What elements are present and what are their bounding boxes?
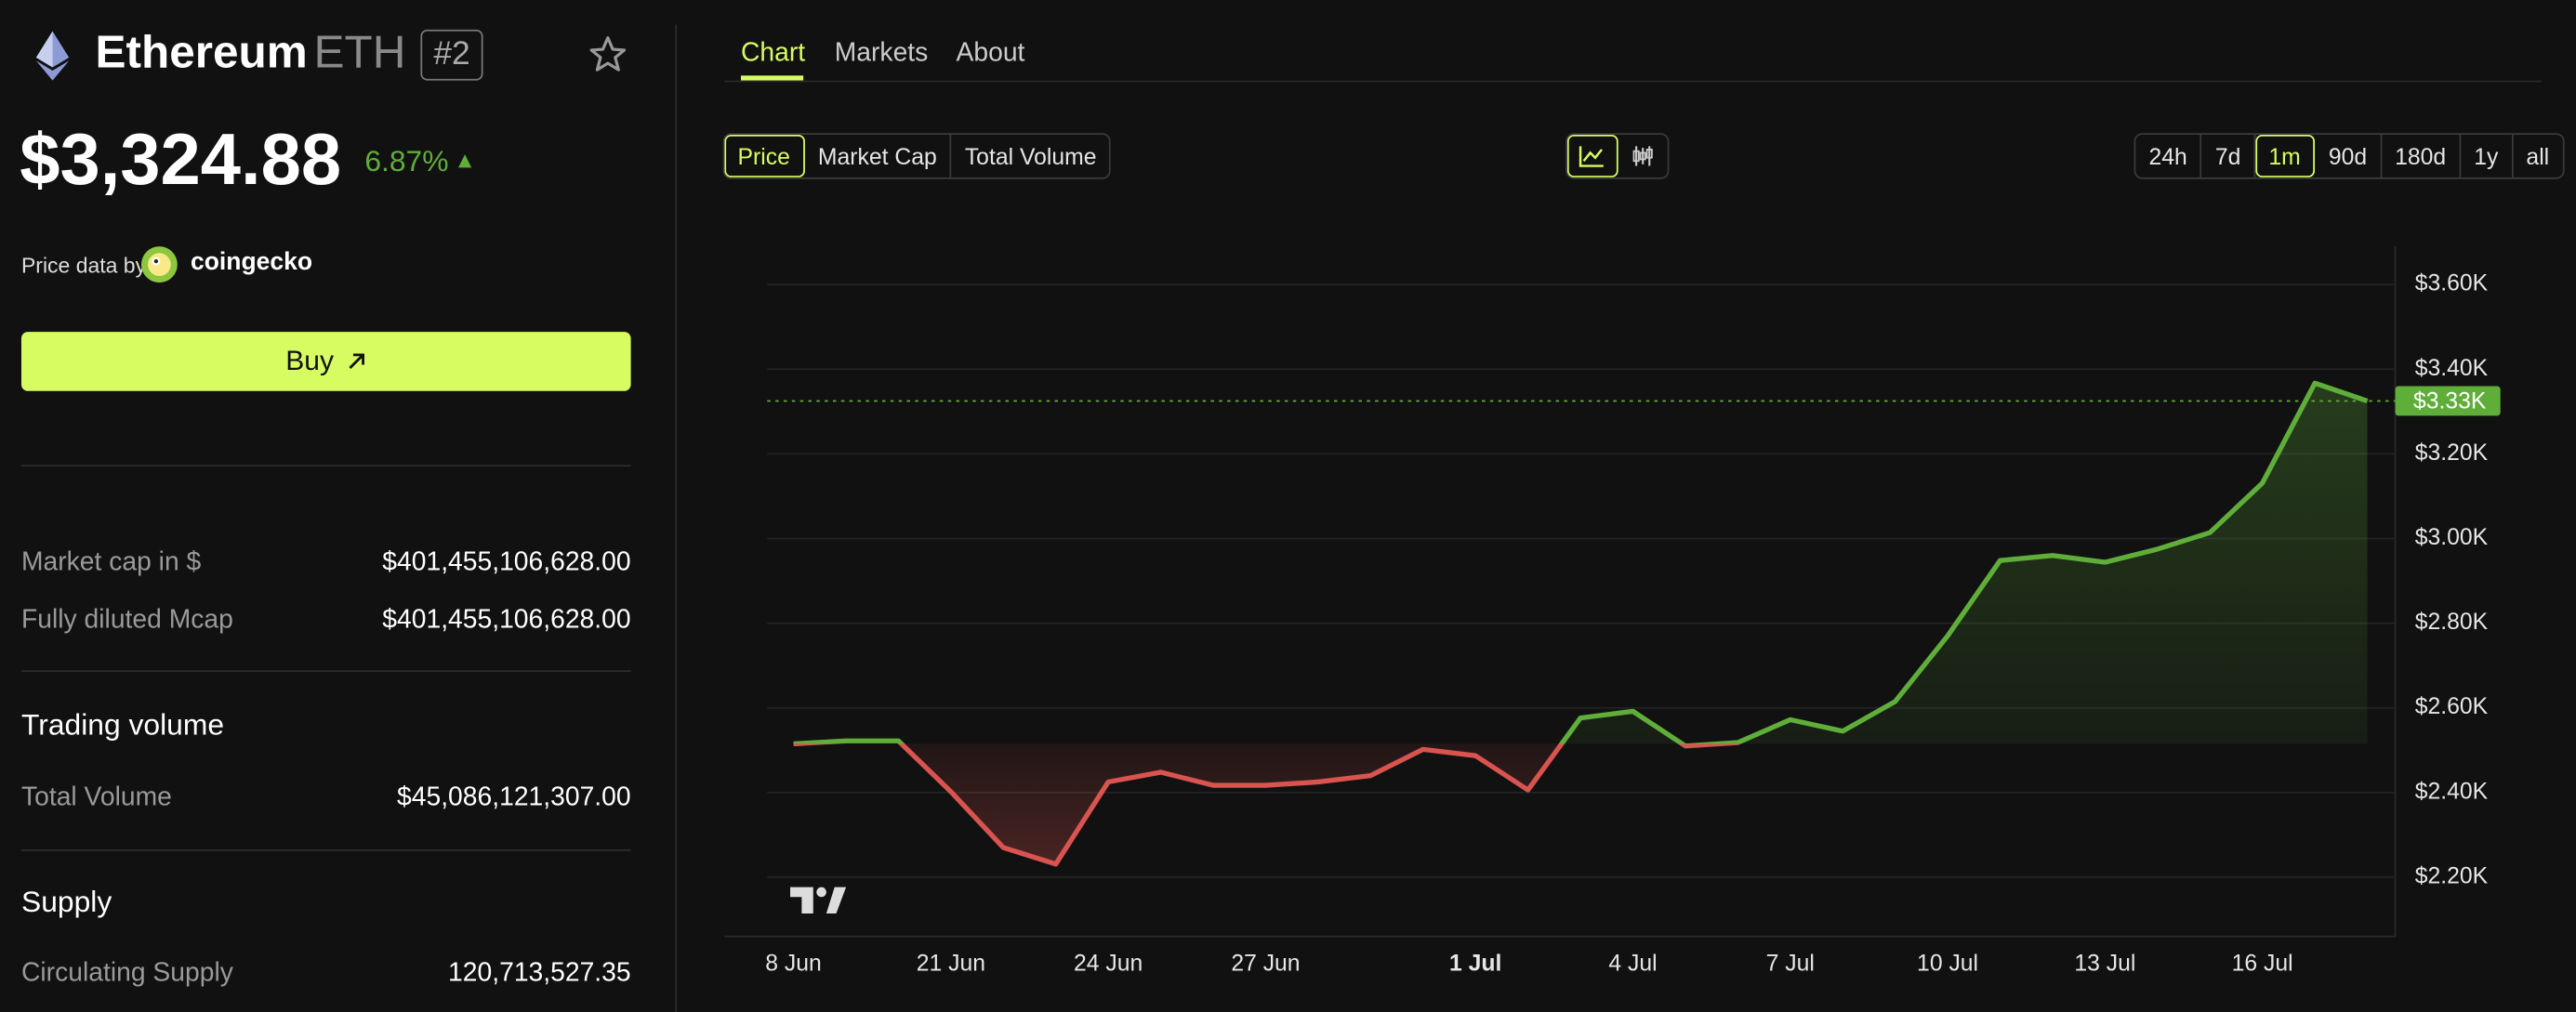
coingecko-logo xyxy=(140,246,178,283)
metric-button[interactable]: Price xyxy=(724,134,805,177)
x-tick-label: 13 Jul xyxy=(2074,951,2135,976)
stat-value: 120,713,527.35 xyxy=(448,959,631,988)
tab[interactable]: Chart xyxy=(741,39,806,68)
stat-value: $401,455,106,628.00 xyxy=(382,606,631,635)
range-button[interactable]: 180d xyxy=(2382,134,2462,177)
range-button[interactable]: 24h xyxy=(2135,134,2202,177)
section-title: Supply xyxy=(20,885,112,919)
separator xyxy=(20,849,631,851)
x-tick-label: 4 Jul xyxy=(1608,951,1657,976)
last-price-label: $3.33K xyxy=(2413,389,2487,414)
buy-label: Buy xyxy=(285,345,334,376)
y-tick-label: $3.00K xyxy=(2415,525,2489,550)
stat-label: Fully diluted Mcap xyxy=(20,606,233,635)
x-tick-label: 10 Jul xyxy=(1917,951,1978,976)
candle-chart-button[interactable] xyxy=(1618,135,1668,177)
range-button[interactable]: all xyxy=(2526,142,2550,170)
x-tick-label: 1 Jul xyxy=(1449,951,1501,976)
y-tick-label: $3.60K xyxy=(2415,271,2489,296)
tab[interactable]: Markets xyxy=(834,39,929,68)
area xyxy=(793,383,2368,864)
range-button[interactable]: 7d xyxy=(2202,134,2256,177)
stat-label: Market cap in $ xyxy=(20,548,202,577)
last-price-tag xyxy=(2395,386,2501,416)
candle-icon xyxy=(1632,146,1653,166)
price-line xyxy=(793,380,2369,867)
separator xyxy=(20,465,631,467)
coin-name: Ethereum xyxy=(95,26,308,78)
tab-underline xyxy=(741,75,804,81)
metric-button[interactable]: Total Volume xyxy=(964,142,1097,170)
y-tick-label: $2.40K xyxy=(2415,779,2489,804)
tab-rule xyxy=(724,80,2542,83)
tab[interactable]: About xyxy=(956,39,1025,68)
stat-label: Total Volume xyxy=(20,783,172,812)
x-tick-label: 16 Jul xyxy=(2232,951,2293,976)
price-change: 6.87% xyxy=(364,144,449,177)
source-name: coingecko xyxy=(190,247,313,277)
coin-symbol: ETH xyxy=(313,26,406,78)
separator xyxy=(20,670,631,673)
x-tick-label: 7 Jul xyxy=(1766,951,1815,976)
eth-logo xyxy=(35,31,70,81)
source-label: Price data by xyxy=(20,253,147,278)
y-tick-label: $3.20K xyxy=(2415,440,2489,466)
buy-button[interactable]: Buy xyxy=(20,332,631,391)
favorite-star[interactable] xyxy=(588,34,627,73)
stat-value: $45,086,121,307.00 xyxy=(397,783,631,812)
chart-type-buttons xyxy=(1565,133,1670,179)
range-button[interactable]: 1m xyxy=(2255,134,2316,177)
arrow-icon xyxy=(349,353,365,370)
rank-badge: #2 xyxy=(420,29,483,81)
range-button[interactable]: 90d xyxy=(2316,134,2382,177)
stat-value: $401,455,106,628.00 xyxy=(382,548,631,577)
y-tick-label: $2.60K xyxy=(2415,694,2489,719)
y-tick-label: $2.20K xyxy=(2415,863,2489,888)
stat-label: Circulating Supply xyxy=(20,959,233,988)
line-icon xyxy=(1579,146,1604,167)
price: $3,324.88 xyxy=(20,120,342,201)
section-title: Trading volume xyxy=(20,707,225,742)
metric-buttons: Price Market Cap Total Volume xyxy=(722,133,1112,179)
range-button[interactable]: 1y xyxy=(2461,134,2514,177)
up-arrow xyxy=(458,154,472,168)
divider xyxy=(675,24,678,1012)
x-tick-label: 8 Jun xyxy=(765,951,822,976)
x-tick-label: 24 Jun xyxy=(1074,951,1143,976)
tradingview-logo xyxy=(790,887,847,913)
range-buttons: 24h 7d 1m 90d 180d 1y all xyxy=(2133,133,2565,179)
x-tick-label: 21 Jun xyxy=(917,951,985,976)
x-tick-label: 27 Jun xyxy=(1231,951,1300,976)
y-tick-label: $3.40K xyxy=(2415,356,2489,381)
metric-button[interactable]: Market Cap xyxy=(805,134,952,177)
y-tick-label: $2.80K xyxy=(2415,610,2489,635)
line-chart-button[interactable] xyxy=(1566,134,1618,177)
